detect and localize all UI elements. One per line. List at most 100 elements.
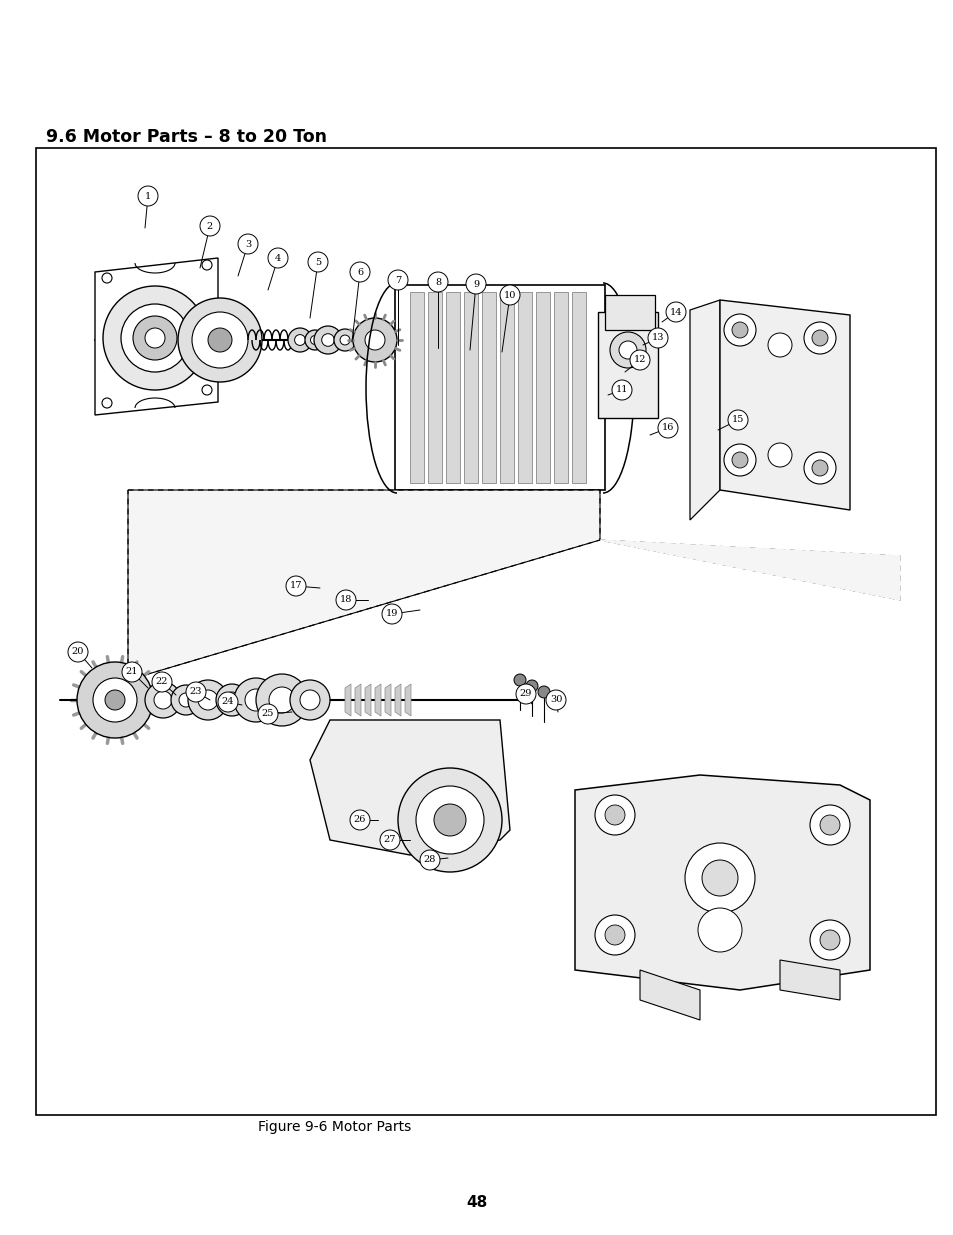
Circle shape — [299, 690, 319, 710]
Text: 9.6 Motor Parts – 8 to 20 Ton: 9.6 Motor Parts – 8 to 20 Ton — [46, 128, 327, 146]
Circle shape — [604, 805, 624, 825]
Circle shape — [105, 690, 125, 710]
Circle shape — [803, 452, 835, 484]
Polygon shape — [536, 291, 550, 483]
Circle shape — [767, 333, 791, 357]
Circle shape — [202, 261, 212, 270]
Polygon shape — [405, 684, 411, 716]
Text: 23: 23 — [190, 688, 202, 697]
Circle shape — [186, 682, 206, 701]
Polygon shape — [689, 300, 720, 520]
Polygon shape — [481, 291, 496, 483]
Circle shape — [121, 304, 189, 372]
Circle shape — [350, 262, 370, 282]
Circle shape — [388, 270, 408, 290]
Polygon shape — [345, 684, 351, 716]
Circle shape — [310, 336, 319, 345]
Circle shape — [215, 684, 248, 716]
Circle shape — [731, 452, 747, 468]
Circle shape — [288, 329, 312, 352]
Circle shape — [537, 685, 550, 698]
Polygon shape — [554, 291, 567, 483]
Circle shape — [595, 915, 635, 955]
Circle shape — [178, 298, 262, 382]
Circle shape — [294, 335, 305, 346]
Polygon shape — [375, 684, 380, 716]
Circle shape — [723, 314, 755, 346]
Circle shape — [647, 329, 667, 348]
Circle shape — [353, 317, 396, 362]
Circle shape — [188, 680, 228, 720]
Polygon shape — [598, 312, 658, 417]
Text: 19: 19 — [385, 610, 397, 619]
Circle shape — [198, 690, 218, 710]
Circle shape — [245, 689, 267, 711]
Text: 7: 7 — [395, 275, 400, 284]
Circle shape — [723, 445, 755, 475]
Circle shape — [397, 768, 501, 872]
Circle shape — [334, 329, 355, 351]
Circle shape — [321, 333, 334, 346]
Text: 17: 17 — [290, 582, 302, 590]
Circle shape — [102, 398, 112, 408]
Circle shape — [365, 330, 385, 350]
Text: 18: 18 — [339, 595, 352, 604]
Text: 25: 25 — [261, 709, 274, 719]
Circle shape — [122, 662, 142, 682]
Circle shape — [179, 693, 193, 706]
Text: 10: 10 — [503, 290, 516, 300]
Circle shape — [465, 274, 485, 294]
Polygon shape — [310, 720, 510, 855]
Circle shape — [102, 273, 112, 283]
Circle shape — [350, 810, 370, 830]
Polygon shape — [599, 540, 899, 600]
Polygon shape — [720, 300, 849, 510]
Text: Figure 9-6 Motor Parts: Figure 9-6 Motor Parts — [257, 1120, 411, 1134]
Circle shape — [153, 692, 172, 709]
Circle shape — [514, 674, 525, 685]
Text: 4: 4 — [274, 253, 281, 263]
Circle shape — [731, 322, 747, 338]
Circle shape — [595, 795, 635, 835]
Circle shape — [416, 785, 483, 853]
Text: 48: 48 — [466, 1195, 487, 1210]
Circle shape — [269, 687, 294, 713]
Text: 15: 15 — [731, 415, 743, 425]
Polygon shape — [395, 285, 604, 490]
Circle shape — [820, 815, 840, 835]
Circle shape — [286, 576, 306, 597]
Text: 11: 11 — [615, 385, 628, 394]
Text: 12: 12 — [633, 356, 645, 364]
Text: 21: 21 — [126, 667, 138, 677]
Circle shape — [103, 287, 207, 390]
Text: 16: 16 — [661, 424, 674, 432]
Polygon shape — [604, 295, 655, 330]
Circle shape — [335, 590, 355, 610]
Circle shape — [811, 459, 827, 475]
Circle shape — [428, 272, 448, 291]
Polygon shape — [463, 291, 477, 483]
Circle shape — [809, 805, 849, 845]
Circle shape — [434, 804, 465, 836]
Polygon shape — [410, 291, 423, 483]
Polygon shape — [95, 258, 218, 415]
Text: 24: 24 — [221, 698, 234, 706]
Circle shape — [145, 682, 181, 718]
Circle shape — [379, 830, 399, 850]
Circle shape — [145, 329, 165, 348]
Polygon shape — [428, 291, 441, 483]
Circle shape — [665, 303, 685, 322]
Text: 27: 27 — [383, 836, 395, 845]
Circle shape — [200, 216, 220, 236]
Circle shape — [208, 329, 232, 352]
Text: 22: 22 — [155, 678, 168, 687]
Polygon shape — [780, 960, 840, 1000]
Circle shape — [545, 690, 565, 710]
Circle shape — [132, 316, 177, 359]
Polygon shape — [395, 684, 400, 716]
Circle shape — [516, 684, 536, 704]
Circle shape — [339, 335, 350, 345]
Circle shape — [314, 326, 341, 354]
Circle shape — [257, 704, 277, 724]
Circle shape — [499, 285, 519, 305]
